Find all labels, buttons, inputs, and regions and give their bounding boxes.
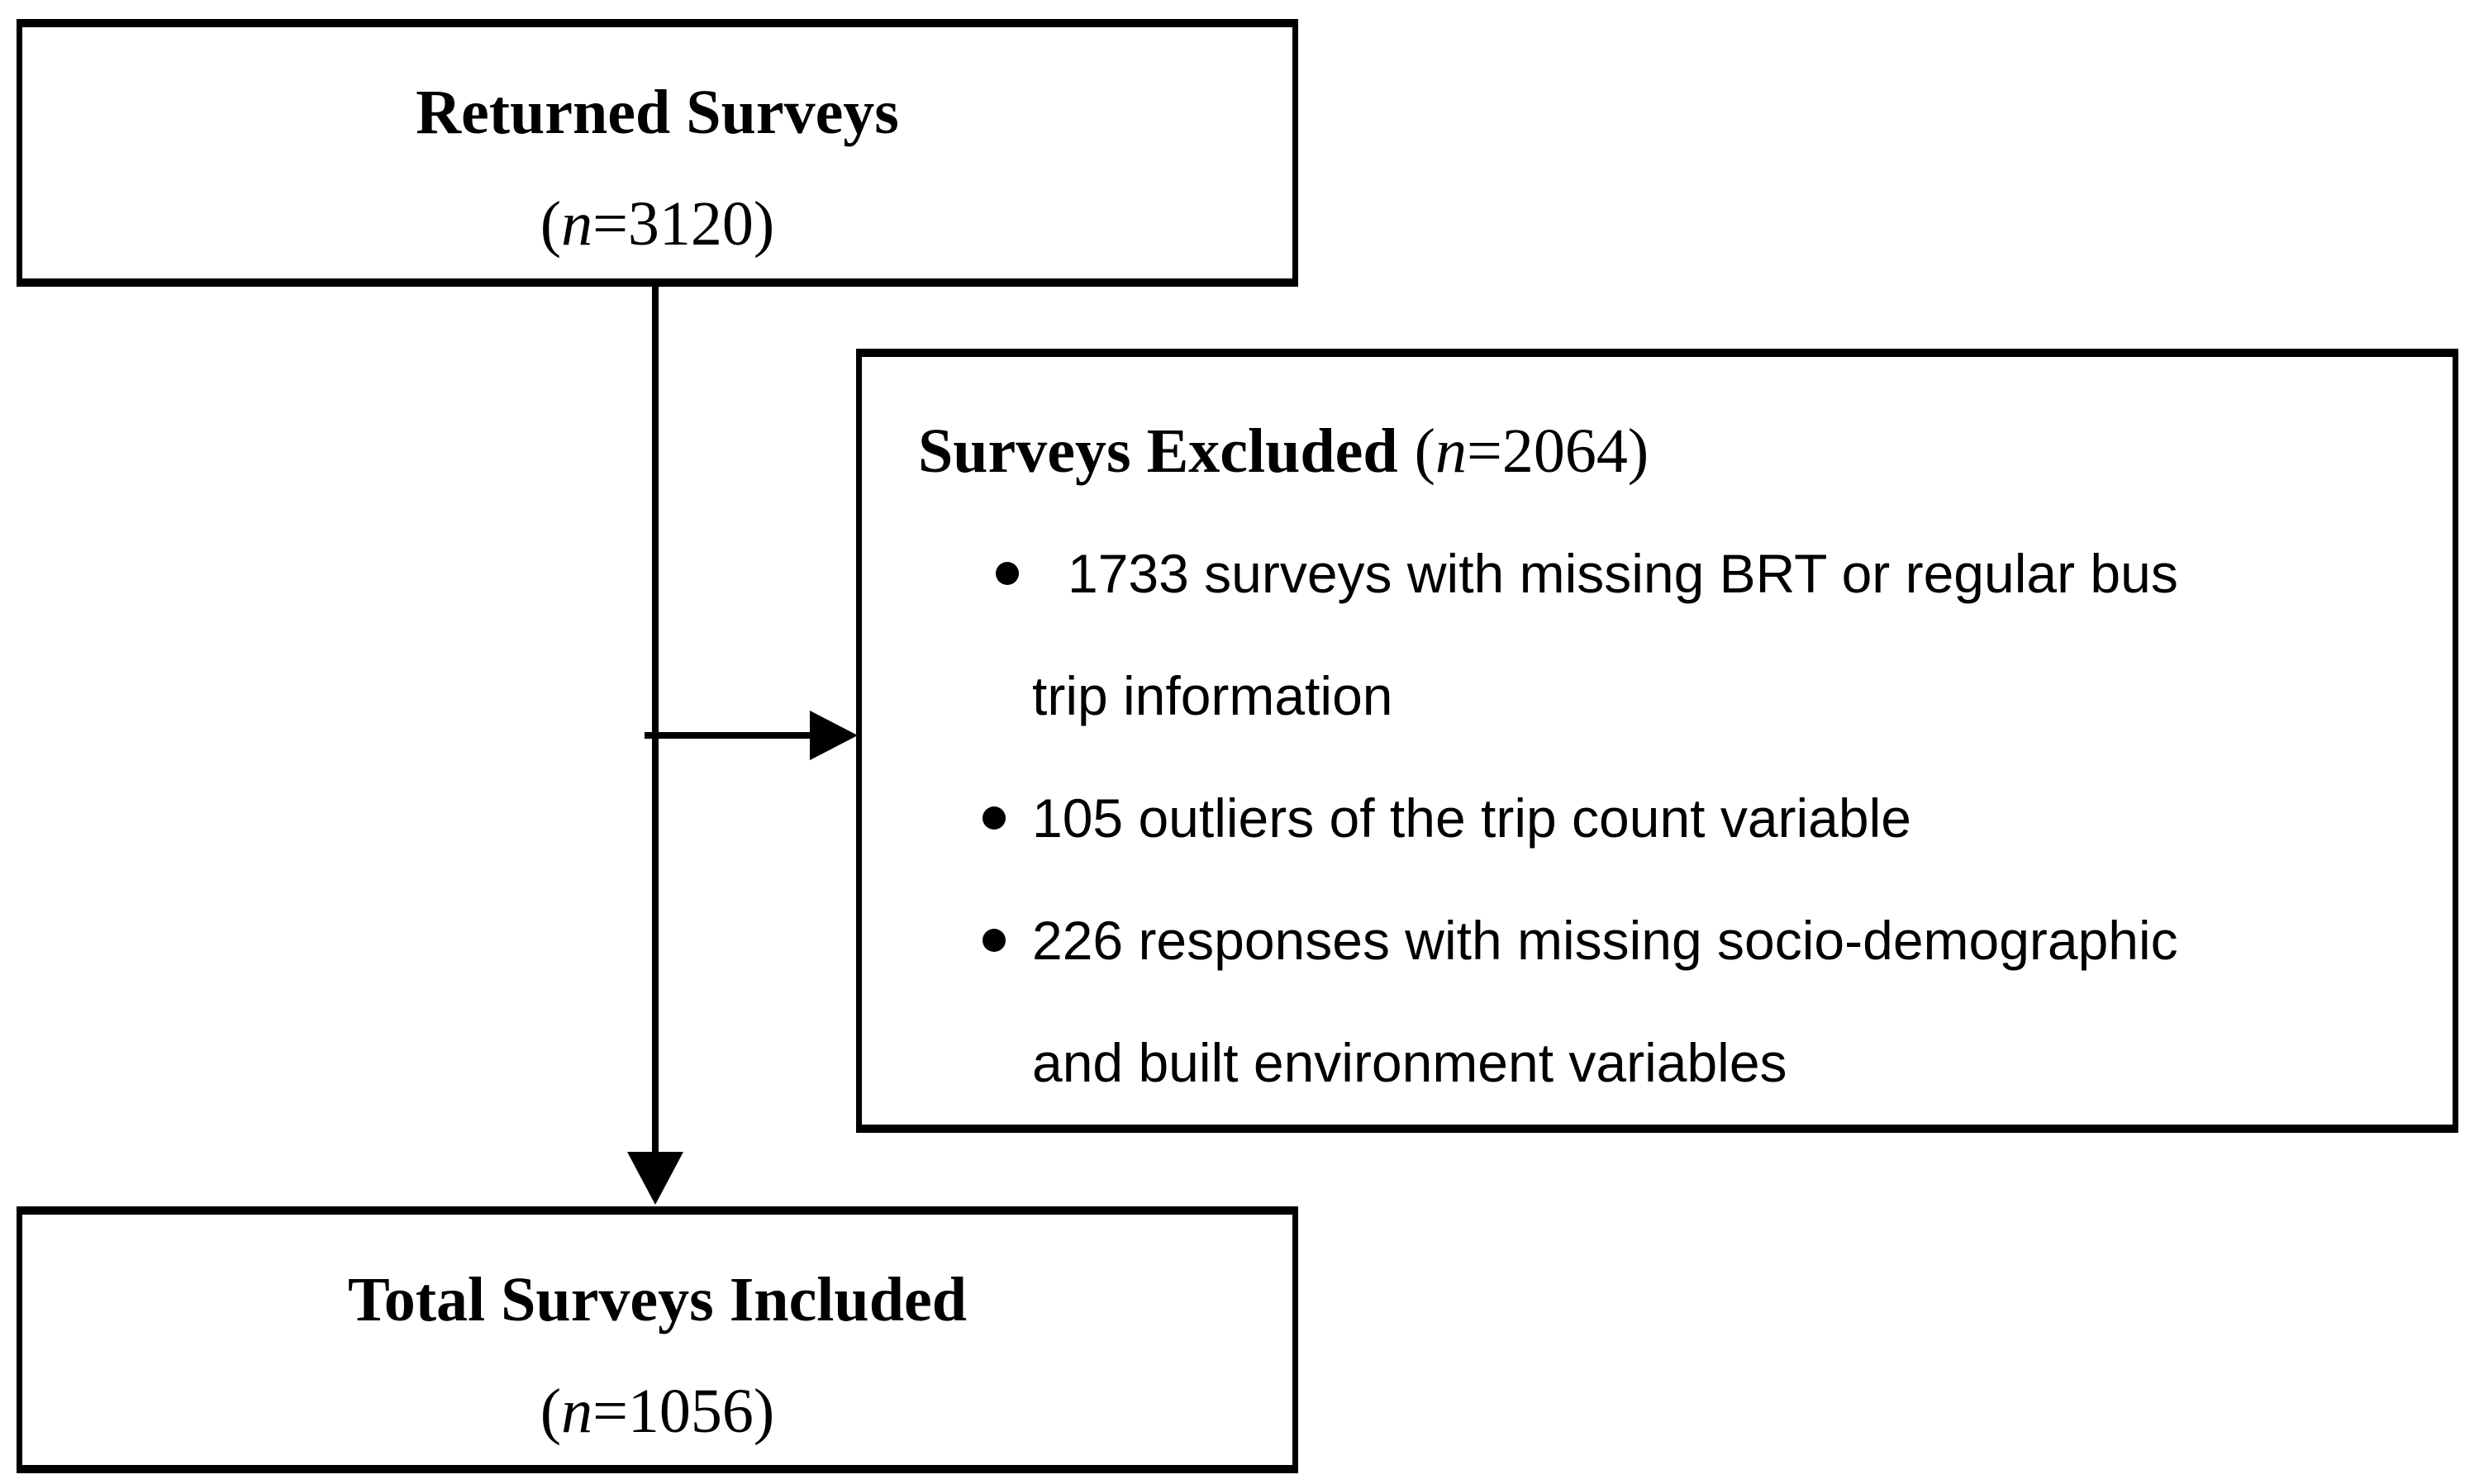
bullet-icon bbox=[983, 929, 1006, 952]
count-open-paren: ( bbox=[1414, 416, 1435, 486]
arrow-down-icon bbox=[627, 1152, 683, 1205]
count-n-variable: n bbox=[561, 189, 593, 259]
count-value: =2064) bbox=[1466, 416, 1649, 486]
bullet-continuation-line: and built environment variables bbox=[1032, 1032, 1787, 1093]
bullet-line: 226 responses with missing socio-demogra… bbox=[1032, 910, 2178, 971]
count-n-variable: n bbox=[1435, 416, 1467, 486]
excluded-bullet-item: 105 outliers of the trip count variable bbox=[862, 757, 2453, 879]
excluded-bullet-item: 1733 surveys with missing BRT or regular… bbox=[862, 512, 2453, 635]
surveys-excluded-heading: Surveys Excluded (n=2064) bbox=[918, 390, 2453, 512]
total-surveys-included-box: Total Surveys Included (n=1056) bbox=[17, 1206, 1298, 1473]
count-value: =1056) bbox=[592, 1377, 775, 1446]
arrow-right-icon bbox=[810, 711, 858, 760]
returned-surveys-title: Returned Surveys bbox=[416, 78, 899, 147]
bullet-line: 1733 surveys with missing BRT or regular… bbox=[1068, 543, 2178, 604]
count-value: =3120) bbox=[592, 189, 775, 259]
returned-surveys-count: (n=3120) bbox=[22, 169, 1292, 280]
surveys-excluded-count: (n=2064) bbox=[1415, 416, 1649, 486]
bullet-line: 105 outliers of the trip count variable bbox=[1032, 787, 1911, 849]
count-open-paren: ( bbox=[540, 189, 562, 259]
count-open-paren: ( bbox=[540, 1377, 562, 1446]
bullet-continuation-line: trip information bbox=[1032, 665, 1393, 726]
surveys-excluded-title: Surveys Excluded bbox=[918, 416, 1398, 486]
excluded-bullet-item: 226 responses with missing socio-demogra… bbox=[862, 879, 2453, 1001]
returned-surveys-box: Returned Surveys (n=3120) bbox=[17, 19, 1298, 287]
flow-line-horizontal bbox=[645, 732, 811, 739]
bullet-icon bbox=[996, 562, 1019, 585]
bullet-icon bbox=[983, 806, 1006, 830]
total-surveys-title: Total Surveys Included bbox=[348, 1265, 967, 1334]
surveys-excluded-box: Surveys Excluded (n=2064) 1733 surveys wi… bbox=[856, 349, 2458, 1133]
count-n-variable: n bbox=[561, 1377, 593, 1446]
total-surveys-count: (n=1056) bbox=[22, 1356, 1292, 1467]
flow-line-vertical bbox=[652, 287, 659, 1153]
